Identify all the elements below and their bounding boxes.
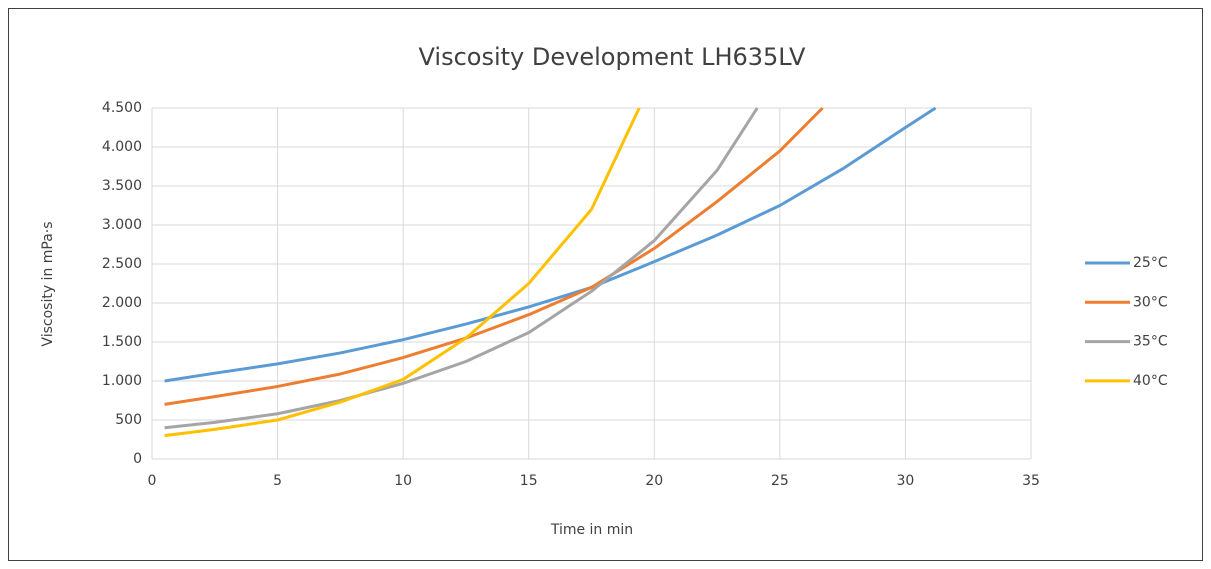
x-tick-label: 10 <box>394 473 412 489</box>
x-tick-label: 35 <box>1022 473 1040 489</box>
y-tick-label: 3.500 <box>102 178 142 194</box>
chart-title: Viscosity Development LH635LV <box>419 43 807 71</box>
legend-label: 35°C <box>1133 334 1168 350</box>
y-tick-label: 4.500 <box>102 100 142 116</box>
x-tick-label: 30 <box>897 473 915 489</box>
x-tick-label: 15 <box>520 473 538 489</box>
y-tick-label: 2.500 <box>102 256 142 272</box>
legend-label: 40°C <box>1133 373 1168 389</box>
chart-frame <box>8 8 1203 561</box>
y-tick-label: 2.000 <box>102 295 142 311</box>
y-tick-label: 1.000 <box>102 373 142 389</box>
series-line <box>164 107 641 438</box>
y-tick-label: 1.500 <box>102 334 142 350</box>
x-tick-label: 20 <box>645 473 663 489</box>
legend-label: 30°C <box>1133 294 1168 310</box>
y-tick-label: 4.000 <box>102 139 142 155</box>
x-axis-label: Time in min <box>550 522 633 538</box>
y-tick-label: 3.000 <box>102 217 142 233</box>
y-tick-label: 500 <box>115 412 142 428</box>
x-tick-label: 5 <box>273 473 282 489</box>
x-tick-label: 25 <box>771 473 789 489</box>
series-line <box>164 106 937 383</box>
y-tick-label: 0 <box>133 451 142 467</box>
legend-label: 25°C <box>1133 255 1168 271</box>
series-line <box>164 106 824 406</box>
series-line <box>164 107 759 430</box>
y-axis-label: Viscosity in mPa·s <box>40 221 56 346</box>
x-tick-label: 0 <box>148 473 157 489</box>
